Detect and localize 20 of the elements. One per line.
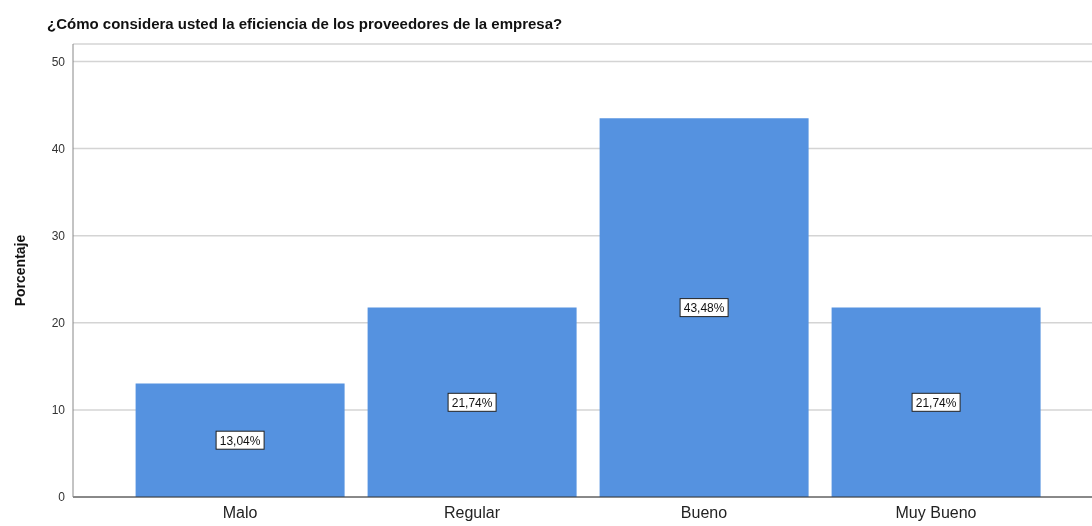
- x-tick-label: Bueno: [680, 504, 728, 521]
- y-tick-label: 10: [51, 403, 66, 418]
- data-label: 21,74%: [451, 395, 493, 410]
- x-tick-label: Muy Bueno: [895, 504, 977, 521]
- bar: [135, 383, 345, 497]
- bar: [367, 307, 577, 497]
- data-label: 13,04%: [219, 433, 261, 448]
- bar: [831, 307, 1041, 497]
- y-axis-title: Porcentaje: [12, 234, 28, 307]
- data-label: 43,48%: [683, 301, 725, 316]
- y-tick-label: 50: [51, 54, 66, 69]
- data-label: 21,74%: [915, 395, 957, 410]
- x-tick-label: Malo: [222, 504, 258, 521]
- bar: [599, 118, 809, 497]
- y-tick-label: 30: [51, 228, 66, 243]
- chart-title: ¿Cómo considera usted la eficiencia de los proveedores de la empresa?: [47, 15, 563, 33]
- y-tick-label: 40: [51, 141, 66, 156]
- y-tick-label: 20: [51, 316, 66, 331]
- x-tick-label: Regular: [443, 504, 501, 521]
- y-tick-label: 0: [58, 490, 66, 505]
